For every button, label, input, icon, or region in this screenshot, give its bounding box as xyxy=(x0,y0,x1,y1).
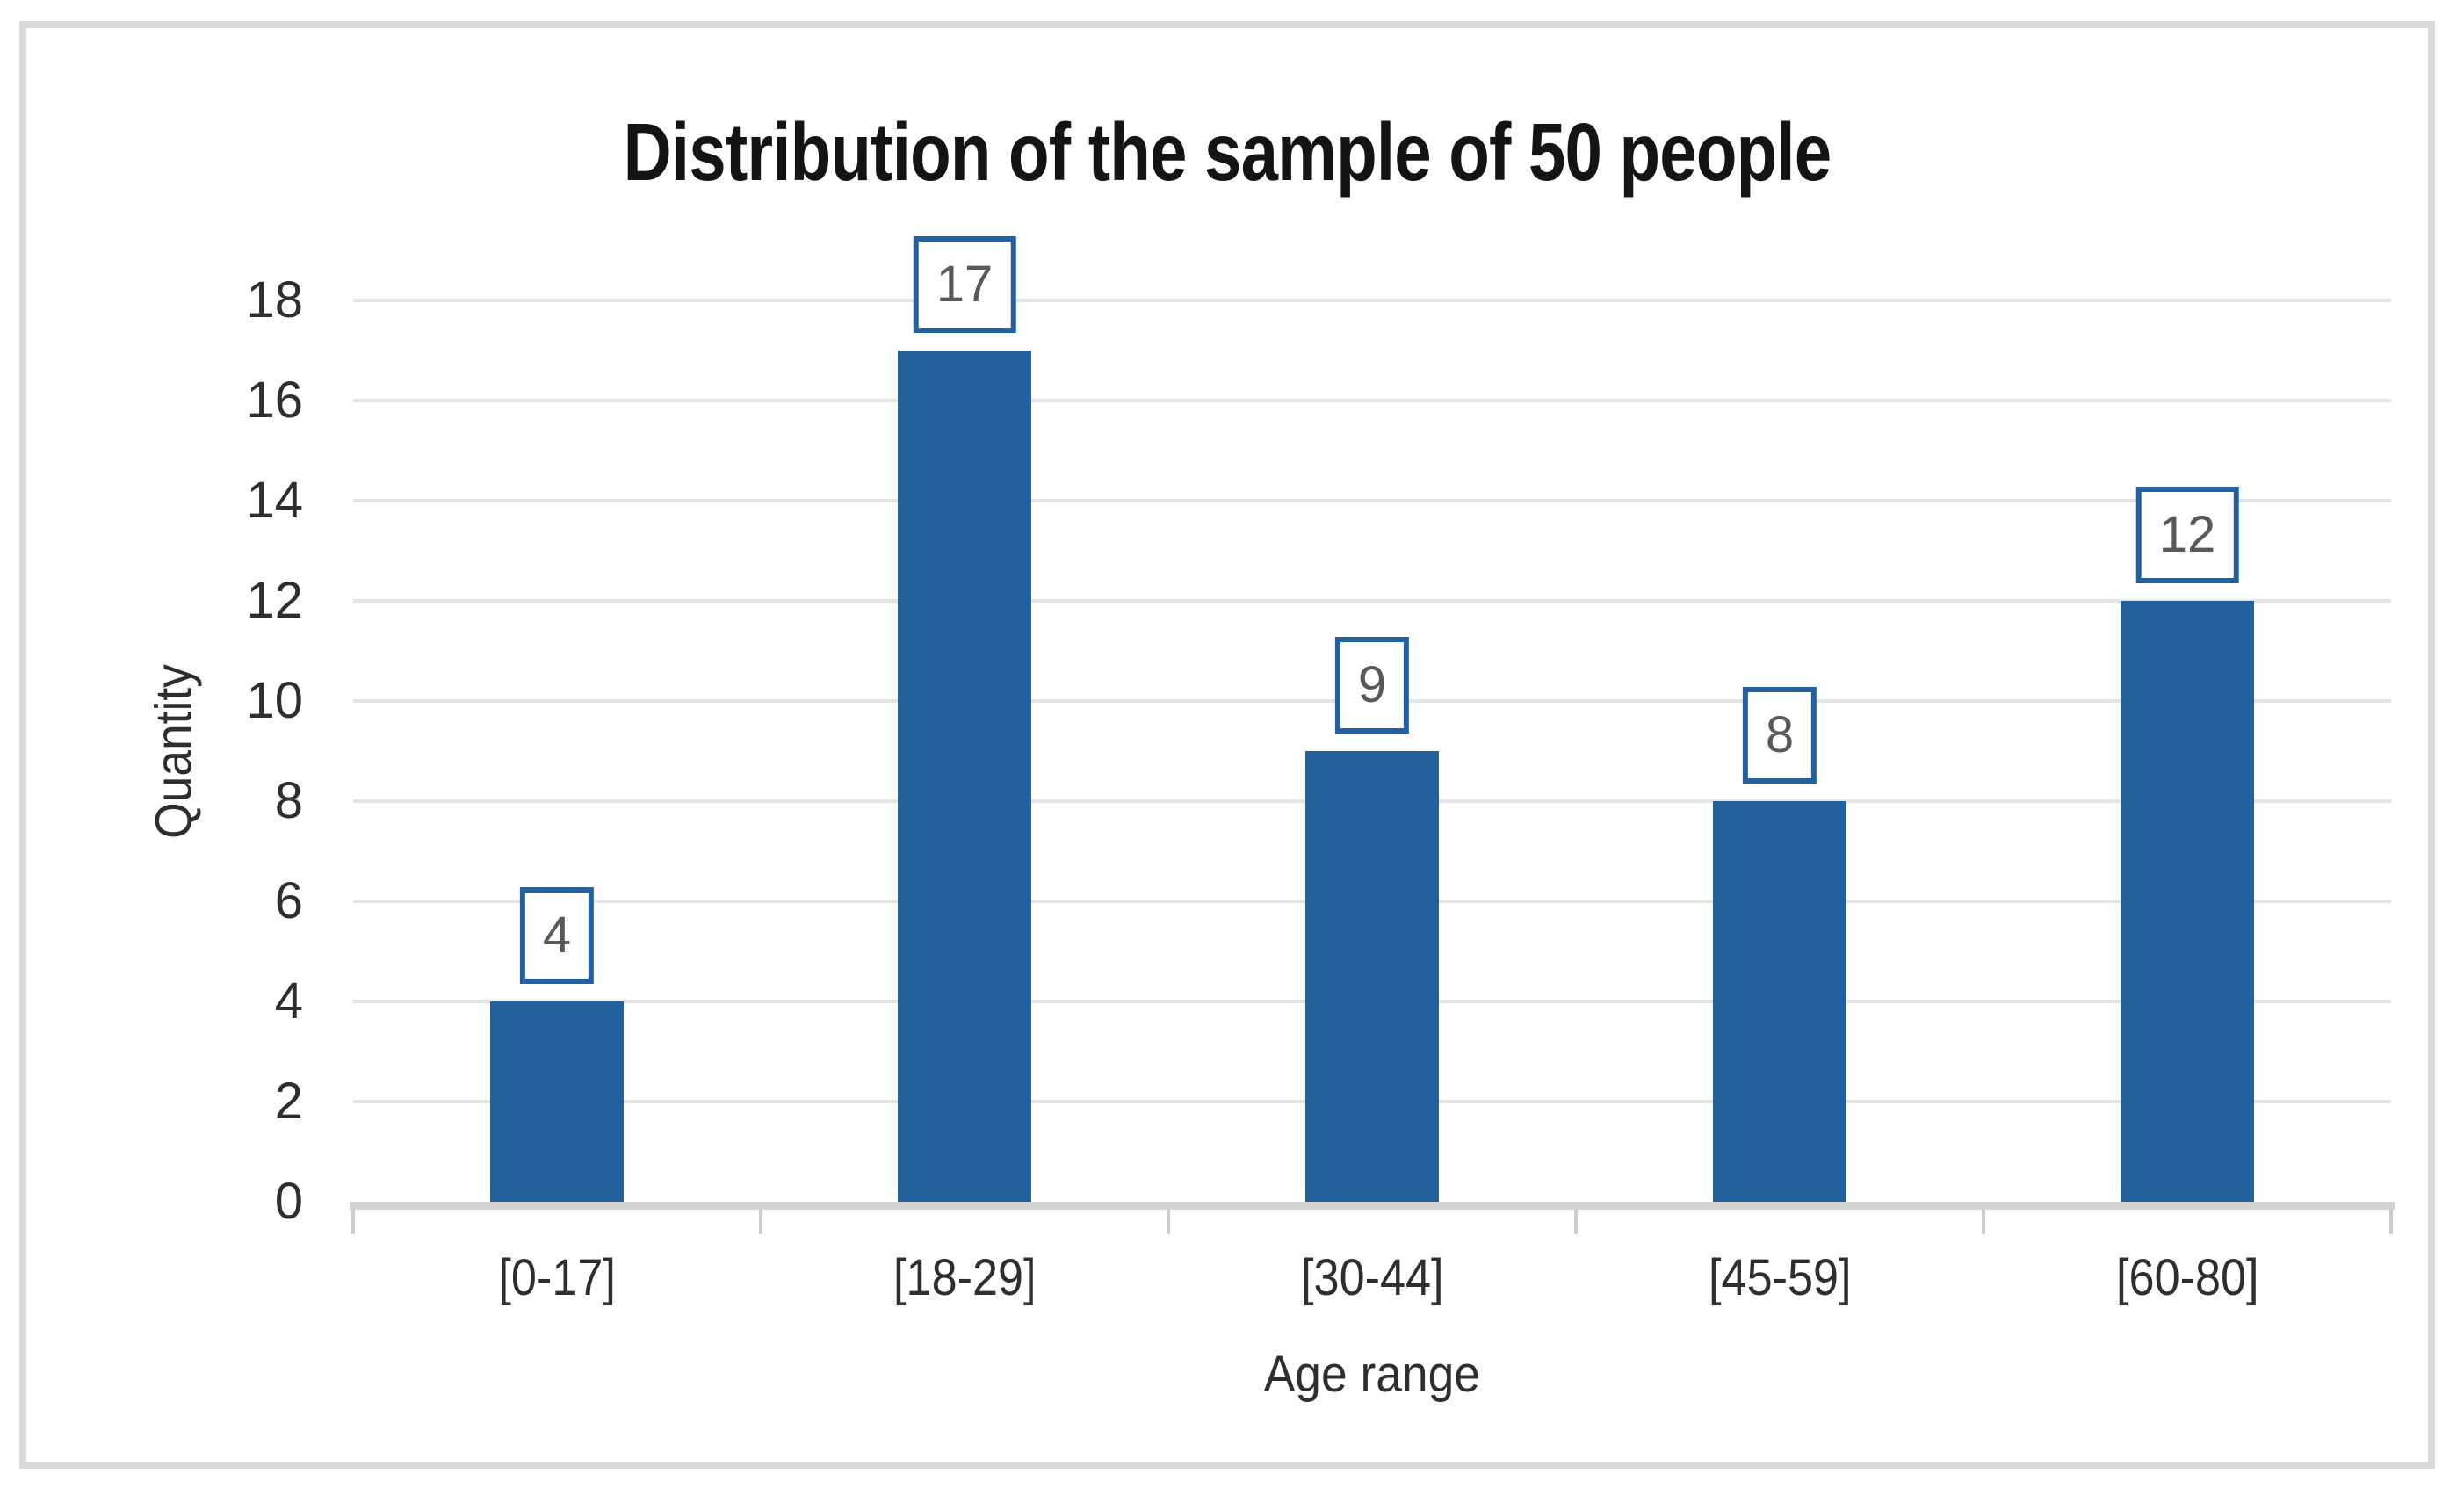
bar xyxy=(898,351,1031,1202)
y-axis-tick-label: 8 xyxy=(274,772,303,829)
y-axis-tick-label: 12 xyxy=(246,572,303,629)
x-axis-tick-mark xyxy=(1982,1210,1985,1234)
chart-title: Distribution of the sample of 50 people xyxy=(623,106,1832,198)
x-axis-category-text: [45-59] xyxy=(1708,1249,1852,1306)
data-label: 12 xyxy=(2135,487,2239,583)
bar xyxy=(1305,751,1439,1202)
bar xyxy=(1713,801,1846,1202)
x-axis-category-label: [30-44] xyxy=(1168,1247,1576,1309)
chart-frame: Distribution of the sample of 50 people … xyxy=(19,21,2435,1469)
x-axis-category-text: [0-17] xyxy=(498,1249,616,1306)
y-axis-tick-label: 14 xyxy=(246,472,303,529)
x-axis-category-text: [18-29] xyxy=(892,1249,1037,1306)
y-axis-tick-label: 18 xyxy=(246,271,303,329)
bar xyxy=(2121,601,2254,1202)
x-axis-title: Age range xyxy=(353,1344,2391,1406)
gridline xyxy=(353,599,2391,603)
plot-area: 4 17 9 8 12 xyxy=(350,236,2395,1234)
x-axis-tick-mark xyxy=(351,1210,355,1234)
x-axis-tick-mark xyxy=(759,1210,762,1234)
x-axis-tick-mark xyxy=(1167,1210,1170,1234)
x-axis-category-text: [30-44] xyxy=(1300,1249,1444,1306)
x-axis-tick-mark xyxy=(2389,1210,2393,1234)
x-axis-category-label: [60-80] xyxy=(1983,1247,2391,1309)
y-axis-tick-label: 16 xyxy=(246,372,303,429)
data-label: 4 xyxy=(519,887,595,984)
gridline xyxy=(353,299,2391,302)
x-axis-category-label: [18-29] xyxy=(761,1247,1168,1309)
data-label: 9 xyxy=(1334,637,1410,734)
gridline xyxy=(353,499,2391,502)
y-axis-tick-label: 6 xyxy=(274,872,303,929)
gridline xyxy=(353,399,2391,402)
y-axis-title-wrap: Quantity xyxy=(121,300,227,1202)
y-axis-tick-label: 2 xyxy=(274,1073,303,1130)
x-axis-line xyxy=(350,1202,2395,1210)
x-axis-category-label: [45-59] xyxy=(1576,1247,1983,1309)
bar xyxy=(490,1001,624,1202)
y-axis-tick-label: 10 xyxy=(246,672,303,729)
x-axis-tick-mark xyxy=(1574,1210,1578,1234)
x-axis-category-label: [0-17] xyxy=(353,1247,761,1309)
x-axis-category-text: [60-80] xyxy=(2115,1249,2259,1306)
x-axis-title-text: Age range xyxy=(1263,1346,1481,1403)
y-axis-tick-label: 4 xyxy=(274,972,303,1030)
y-axis-tick-label: 0 xyxy=(274,1173,303,1230)
data-label: 8 xyxy=(1742,687,1817,784)
data-label: 17 xyxy=(913,236,1016,333)
